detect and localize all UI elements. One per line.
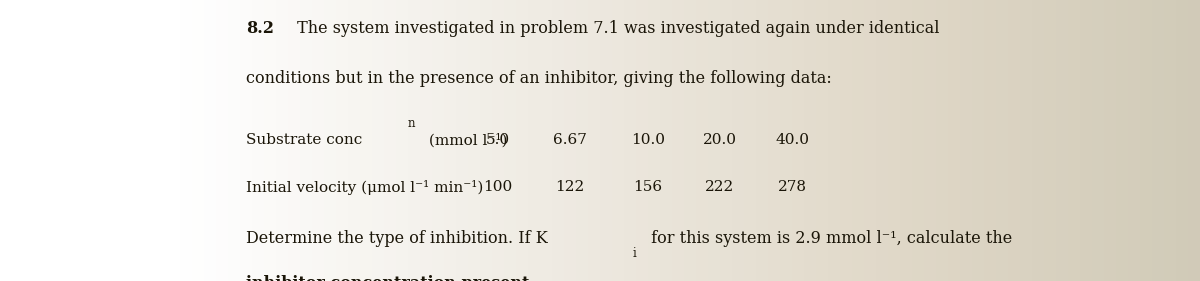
Text: inhibitor concentration present.: inhibitor concentration present. — [246, 275, 535, 281]
Text: for this system is 2.9 mmol l⁻¹, calculate the: for this system is 2.9 mmol l⁻¹, calcula… — [646, 230, 1012, 247]
Text: 278: 278 — [778, 180, 806, 194]
Text: 222: 222 — [706, 180, 734, 194]
Text: 156: 156 — [634, 180, 662, 194]
Text: (mmol l⁻¹): (mmol l⁻¹) — [424, 133, 508, 148]
Text: The system investigated in problem 7.1 was investigated again under identical: The system investigated in problem 7.1 w… — [292, 20, 940, 37]
Text: conditions but in the presence of an inhibitor, giving the following data:: conditions but in the presence of an inh… — [246, 70, 832, 87]
Text: 10.0: 10.0 — [631, 133, 665, 148]
Text: Determine the type of inhibition. If K: Determine the type of inhibition. If K — [246, 230, 547, 247]
Text: 8.2: 8.2 — [246, 20, 274, 37]
Text: n: n — [408, 117, 415, 130]
Text: 5.0: 5.0 — [486, 133, 510, 148]
Text: Initial velocity (μmol l⁻¹ min⁻¹): Initial velocity (μmol l⁻¹ min⁻¹) — [246, 180, 484, 195]
Text: 6.67: 6.67 — [553, 133, 587, 148]
Text: 100: 100 — [484, 180, 512, 194]
Text: i: i — [632, 247, 636, 260]
Text: 20.0: 20.0 — [703, 133, 737, 148]
Text: Substrate conc: Substrate conc — [246, 133, 362, 148]
Text: 122: 122 — [556, 180, 584, 194]
Text: 40.0: 40.0 — [775, 133, 809, 148]
